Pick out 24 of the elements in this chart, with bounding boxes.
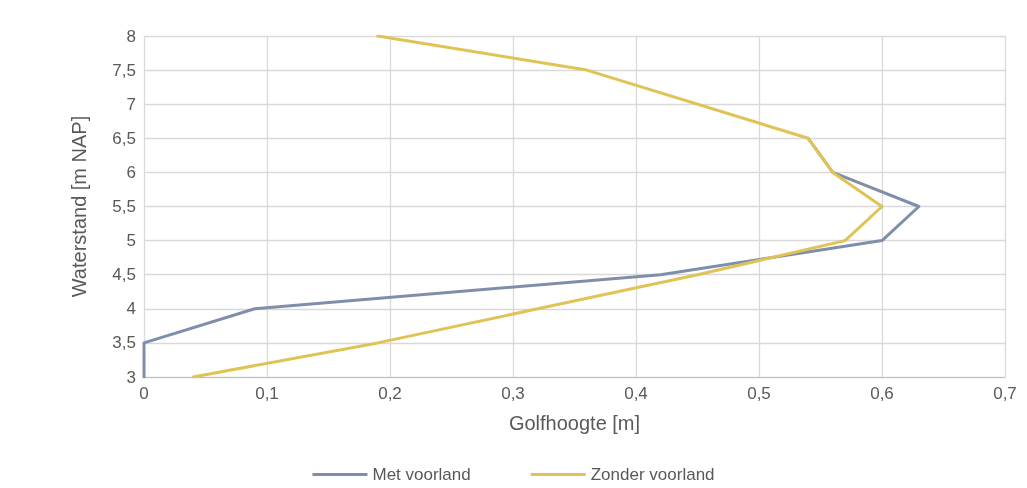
line-series <box>191 34 884 379</box>
y-tick-label: 6,5 <box>112 128 136 148</box>
x-tick-label: 0,2 <box>378 384 402 403</box>
y-tick-label: 5,5 <box>112 197 136 216</box>
y-tick-label: 6 <box>126 162 136 182</box>
x-tick-label: 0,3 <box>501 384 525 403</box>
y-tick-label: 3 <box>126 367 136 387</box>
x-tick-label: 0,1 <box>255 384 279 403</box>
legend-label: Met voorland <box>372 465 471 484</box>
y-tick-label: 4,5 <box>112 265 136 285</box>
legend-label: Zonder voorland <box>590 465 715 484</box>
x-tick-label: 0 <box>139 384 149 403</box>
x-tick-label: 0,6 <box>870 384 894 403</box>
y-tick-label: 7 <box>126 94 136 114</box>
y-tick-label: 3,5 <box>112 333 136 353</box>
y-tick-label: 7,5 <box>112 60 136 80</box>
y-tick-label: 5 <box>126 231 136 251</box>
y-tick-label: 4 <box>126 299 136 319</box>
x-tick-label: 0,5 <box>747 384 771 403</box>
y-tick-label: 8 <box>126 26 136 46</box>
x-tick-label: 0,7 <box>993 384 1017 403</box>
x-axis-title: Golfhoogte [m] <box>508 412 641 434</box>
y-axis-title: Waterstand [m NAP] <box>68 115 90 298</box>
x-tick-label: 0,4 <box>624 384 648 403</box>
